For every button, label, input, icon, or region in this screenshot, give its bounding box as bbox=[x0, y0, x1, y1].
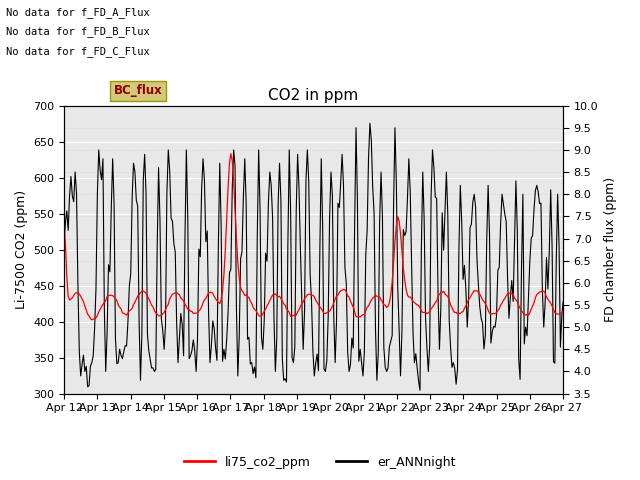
Y-axis label: Li-7500 CO2 (ppm): Li-7500 CO2 (ppm) bbox=[15, 190, 28, 309]
Text: No data for f_FD_C_Flux: No data for f_FD_C_Flux bbox=[6, 46, 150, 57]
Text: No data for f_FD_B_Flux: No data for f_FD_B_Flux bbox=[6, 26, 150, 37]
Legend: li75_co2_ppm, er_ANNnight: li75_co2_ppm, er_ANNnight bbox=[179, 451, 461, 474]
Y-axis label: FD chamber flux (ppm): FD chamber flux (ppm) bbox=[604, 177, 617, 322]
Text: No data for f_FD_A_Flux: No data for f_FD_A_Flux bbox=[6, 7, 150, 18]
Text: BC_flux: BC_flux bbox=[114, 84, 163, 97]
Title: CO2 in ppm: CO2 in ppm bbox=[268, 88, 359, 103]
